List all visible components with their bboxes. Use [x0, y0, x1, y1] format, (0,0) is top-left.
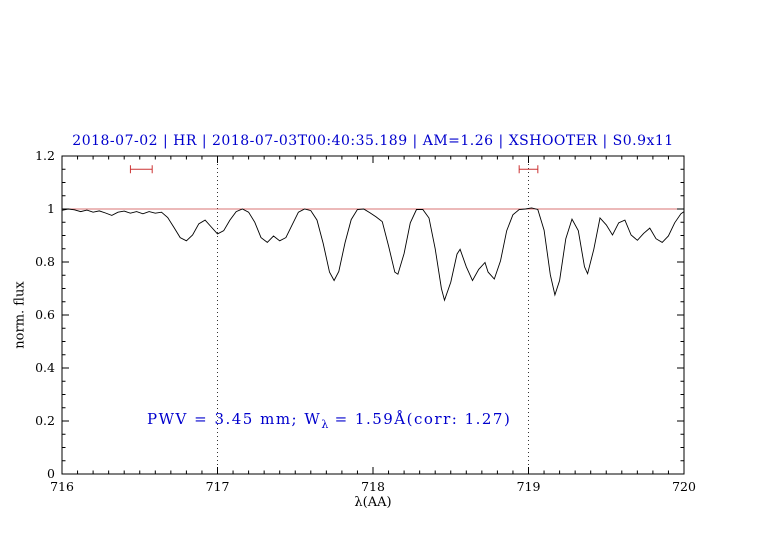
y-tick-label: 1.2 [35, 148, 55, 163]
y-tick-label: 0.2 [35, 413, 55, 428]
x-tick-label: 719 [517, 479, 541, 494]
x-axis-label: λ(AA) [354, 495, 392, 510]
y-tick-label: 0.4 [35, 360, 55, 375]
x-tick-label: 720 [672, 479, 696, 494]
plot-title: 2018-07-02 | HR | 2018-07-03T00:40:35.18… [72, 133, 674, 149]
y-axis-label: norm. flux [12, 281, 28, 349]
x-tick-label: 717 [206, 479, 230, 494]
x-tick-label: 716 [50, 479, 74, 494]
annotation-pre: PWV = 3.45 mm; W [147, 410, 322, 428]
y-tick-label: 1 [47, 201, 55, 216]
pwv-annotation: PWV = 3.45 mm; Wλ = 1.59Å(corr: 1.27) [147, 410, 511, 431]
x-tick-label: 718 [361, 479, 385, 494]
y-tick-label: 0 [47, 466, 55, 481]
y-tick-label: 0.8 [35, 254, 55, 269]
annotation-lambda-subscript: λ [321, 418, 329, 431]
annotation-post: = 1.59Å(corr: 1.27) [328, 410, 512, 428]
spectrum-line [61, 207, 685, 302]
y-tick-label: 0.6 [35, 307, 55, 322]
